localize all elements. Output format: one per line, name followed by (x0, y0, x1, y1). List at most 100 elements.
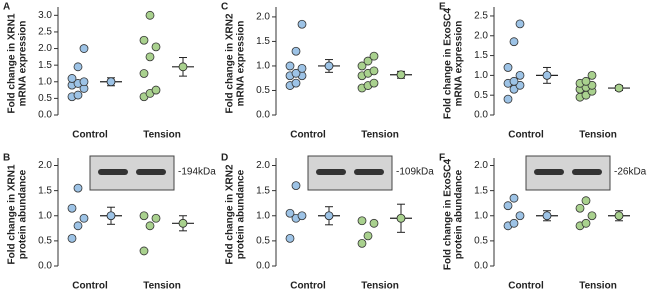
data-point (369, 78, 379, 88)
y-tick-label: 2.0 (256, 12, 270, 23)
data-point (291, 181, 301, 191)
blot-band (572, 169, 602, 175)
y-axis-label: Fold change in ExoSC4 (443, 159, 454, 271)
data-point (297, 19, 307, 29)
mean-marker (178, 218, 188, 228)
data-point (285, 233, 295, 243)
mean-marker (542, 211, 552, 221)
data-point (73, 183, 83, 193)
y-tick-label: 0.0 (474, 261, 488, 272)
y-tick-label: 2.5 (474, 11, 488, 22)
data-point (297, 64, 307, 73)
data-point (503, 94, 513, 104)
y-tick-label: 1.0 (256, 61, 270, 72)
blot-band (316, 169, 346, 175)
data-point (509, 76, 519, 86)
y-tick-label: 1.5 (256, 185, 270, 196)
x-tick-label: Tension (361, 281, 399, 292)
data-point (297, 211, 307, 221)
blot-label: -194kDa (178, 167, 216, 178)
y-axis-label: Fold change in XRN2 (225, 13, 236, 113)
x-tick-label: Control (508, 130, 544, 141)
data-point (139, 69, 149, 78)
y-tick-label: 0.0 (474, 110, 488, 121)
data-point (73, 90, 83, 100)
x-tick-label: Tension (579, 281, 617, 292)
data-point (363, 231, 373, 241)
data-point (515, 211, 525, 221)
y-tick-label: 2.0 (474, 30, 488, 41)
data-point (291, 68, 301, 78)
y-axis-label: Fold change in XRN2 (225, 164, 236, 264)
y-tick-label: 1.0 (38, 76, 52, 87)
blot-band (354, 169, 384, 175)
y-tick-label: 2.0 (38, 160, 52, 171)
y-tick-label: 0.5 (38, 236, 52, 247)
data-point (73, 221, 83, 231)
mean-marker (542, 70, 552, 80)
y-tick-label: 0.0 (256, 110, 270, 121)
mean-marker (106, 211, 116, 221)
data-point (79, 213, 89, 223)
x-tick-label: Control (72, 130, 108, 141)
y-tick-label: 1.0 (474, 210, 488, 221)
y-axis-label: protein abundance (454, 169, 465, 259)
y-tick-label: 0.5 (256, 85, 270, 96)
data-point (363, 56, 373, 66)
data-point (515, 19, 525, 29)
mean-marker (614, 83, 624, 93)
y-tick-label: 1.5 (38, 185, 52, 196)
data-point (509, 37, 519, 47)
data-point (581, 76, 591, 86)
data-point (369, 66, 379, 76)
mean-marker (106, 77, 116, 87)
data-point (151, 213, 161, 223)
y-tick-label: 1.5 (474, 50, 488, 61)
data-point (575, 203, 585, 213)
mean-marker (396, 70, 406, 80)
y-tick-label: 1.5 (38, 60, 52, 71)
data-point (509, 193, 519, 203)
blot-label: -109kDa (396, 167, 434, 178)
mean-marker (178, 62, 188, 72)
blot-label: -26kDa (614, 167, 647, 178)
data-point (587, 70, 597, 80)
y-axis-label: protein abundance (18, 169, 29, 259)
y-tick-label: 1.0 (474, 70, 488, 81)
blot-band (136, 169, 166, 175)
y-tick-label: 0.5 (474, 90, 488, 101)
data-point (369, 218, 379, 228)
data-point (503, 201, 513, 211)
y-tick-label: 2.0 (38, 43, 52, 54)
x-tick-label: Control (72, 281, 108, 292)
data-point (357, 216, 367, 226)
data-point (357, 238, 367, 248)
y-axis-label: Fold change in ExoSC4 (443, 8, 454, 120)
blot-band (534, 169, 564, 175)
x-tick-label: Control (508, 281, 544, 292)
y-tick-label: 0.5 (474, 236, 488, 247)
x-tick-label: Tension (143, 130, 181, 141)
data-point (581, 196, 591, 206)
y-tick-label: 0.0 (256, 261, 270, 272)
y-tick-label: 0.5 (256, 236, 270, 247)
y-tick-label: 2.5 (38, 27, 52, 38)
y-tick-label: 0.0 (38, 110, 52, 121)
y-tick-label: 1.5 (474, 185, 488, 196)
panel-letter: A (3, 2, 10, 13)
y-axis-label: mRNA expression (236, 21, 247, 107)
data-point (67, 74, 77, 83)
data-point (79, 77, 89, 87)
mean-marker (324, 61, 334, 71)
data-point (357, 61, 367, 71)
y-tick-label: 1.0 (38, 210, 52, 221)
y-axis-label: Fold change in XRN1 (7, 164, 18, 264)
data-point (139, 211, 149, 221)
data-point (67, 203, 77, 213)
y-axis-label: protein abundance (236, 169, 247, 259)
panel-letter: C (221, 2, 228, 13)
y-tick-label: 2.0 (256, 160, 270, 171)
data-point (369, 51, 379, 61)
data-point (291, 46, 301, 56)
data-point (79, 44, 89, 53)
